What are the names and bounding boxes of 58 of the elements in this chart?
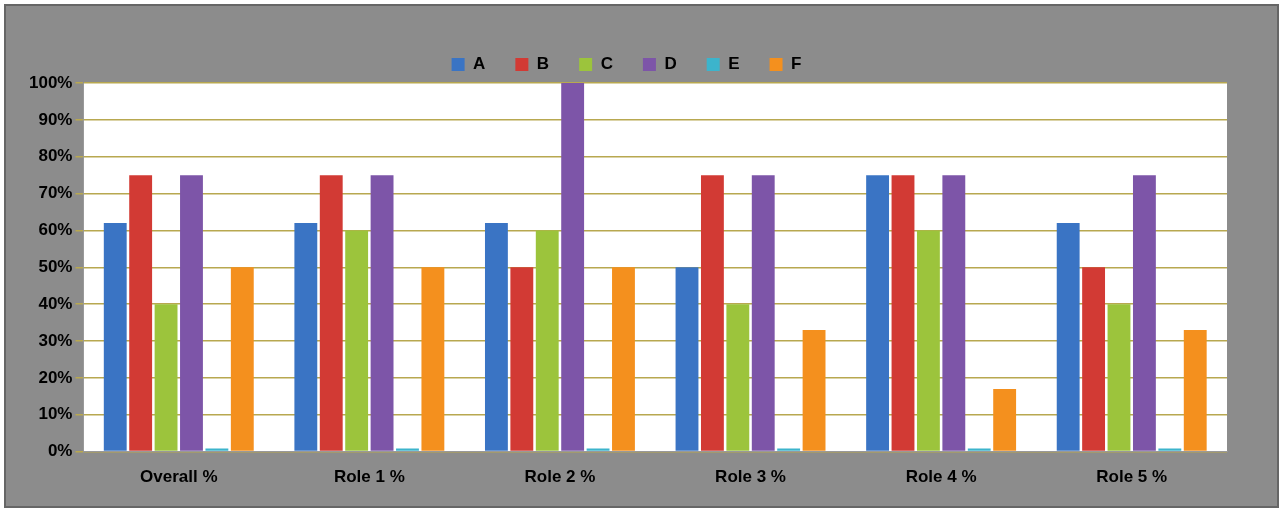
y-tick-label: 100%	[29, 72, 73, 92]
bar	[612, 267, 635, 451]
bar	[421, 267, 445, 451]
y-tick-label: 20%	[38, 367, 73, 387]
bar	[1107, 304, 1131, 451]
bar	[751, 175, 775, 451]
bar	[396, 448, 419, 451]
y-tick-label: 80%	[38, 146, 73, 166]
y-tick-label: 10%	[38, 404, 73, 424]
x-tick-label: Overall %	[140, 467, 218, 487]
bar	[777, 448, 801, 451]
bar	[916, 230, 940, 451]
legend-label: E	[728, 54, 740, 74]
bar	[510, 267, 534, 451]
bar	[1056, 223, 1080, 451]
bar	[129, 175, 153, 451]
bar	[1082, 267, 1106, 451]
bar	[370, 175, 394, 451]
y-tick-label: 70%	[38, 183, 73, 203]
bar	[993, 388, 1017, 451]
x-tick-label: Role 4 %	[905, 467, 977, 487]
x-tick-label: Role 5 %	[1096, 467, 1168, 487]
bar	[1183, 329, 1207, 451]
x-tick-label: Role 1 %	[333, 467, 405, 487]
legend-label: C	[600, 54, 613, 74]
bar	[967, 448, 991, 451]
x-tick-label: Role 2 %	[524, 467, 596, 487]
y-tick-label: 60%	[38, 220, 73, 240]
legend-label: A	[473, 54, 486, 74]
bar	[1158, 448, 1182, 451]
x-tick-label: Role 3 %	[715, 467, 786, 487]
legend-label: D	[664, 54, 677, 74]
bar	[319, 175, 343, 451]
y-tick-label: 30%	[38, 330, 73, 350]
bar	[726, 304, 750, 451]
bar	[561, 83, 585, 451]
bar	[103, 223, 127, 451]
y-tick-label: 40%	[38, 293, 73, 313]
bar	[802, 329, 826, 451]
bar	[1132, 175, 1156, 451]
y-tick-label: 90%	[38, 109, 73, 129]
y-tick-label: 50%	[38, 256, 73, 276]
bar	[230, 267, 254, 451]
bar	[484, 223, 508, 451]
bar	[180, 175, 203, 451]
bar	[891, 175, 915, 451]
bar	[942, 175, 966, 451]
bar	[675, 267, 699, 451]
bar	[535, 230, 559, 451]
legend-label: F	[791, 54, 802, 74]
bar	[154, 304, 178, 451]
bar	[294, 223, 318, 451]
bar	[866, 175, 890, 451]
legend-label: B	[536, 54, 550, 74]
bar	[205, 448, 229, 451]
bar	[345, 230, 369, 451]
y-tick-label: 0%	[47, 441, 73, 461]
bar	[700, 175, 724, 451]
